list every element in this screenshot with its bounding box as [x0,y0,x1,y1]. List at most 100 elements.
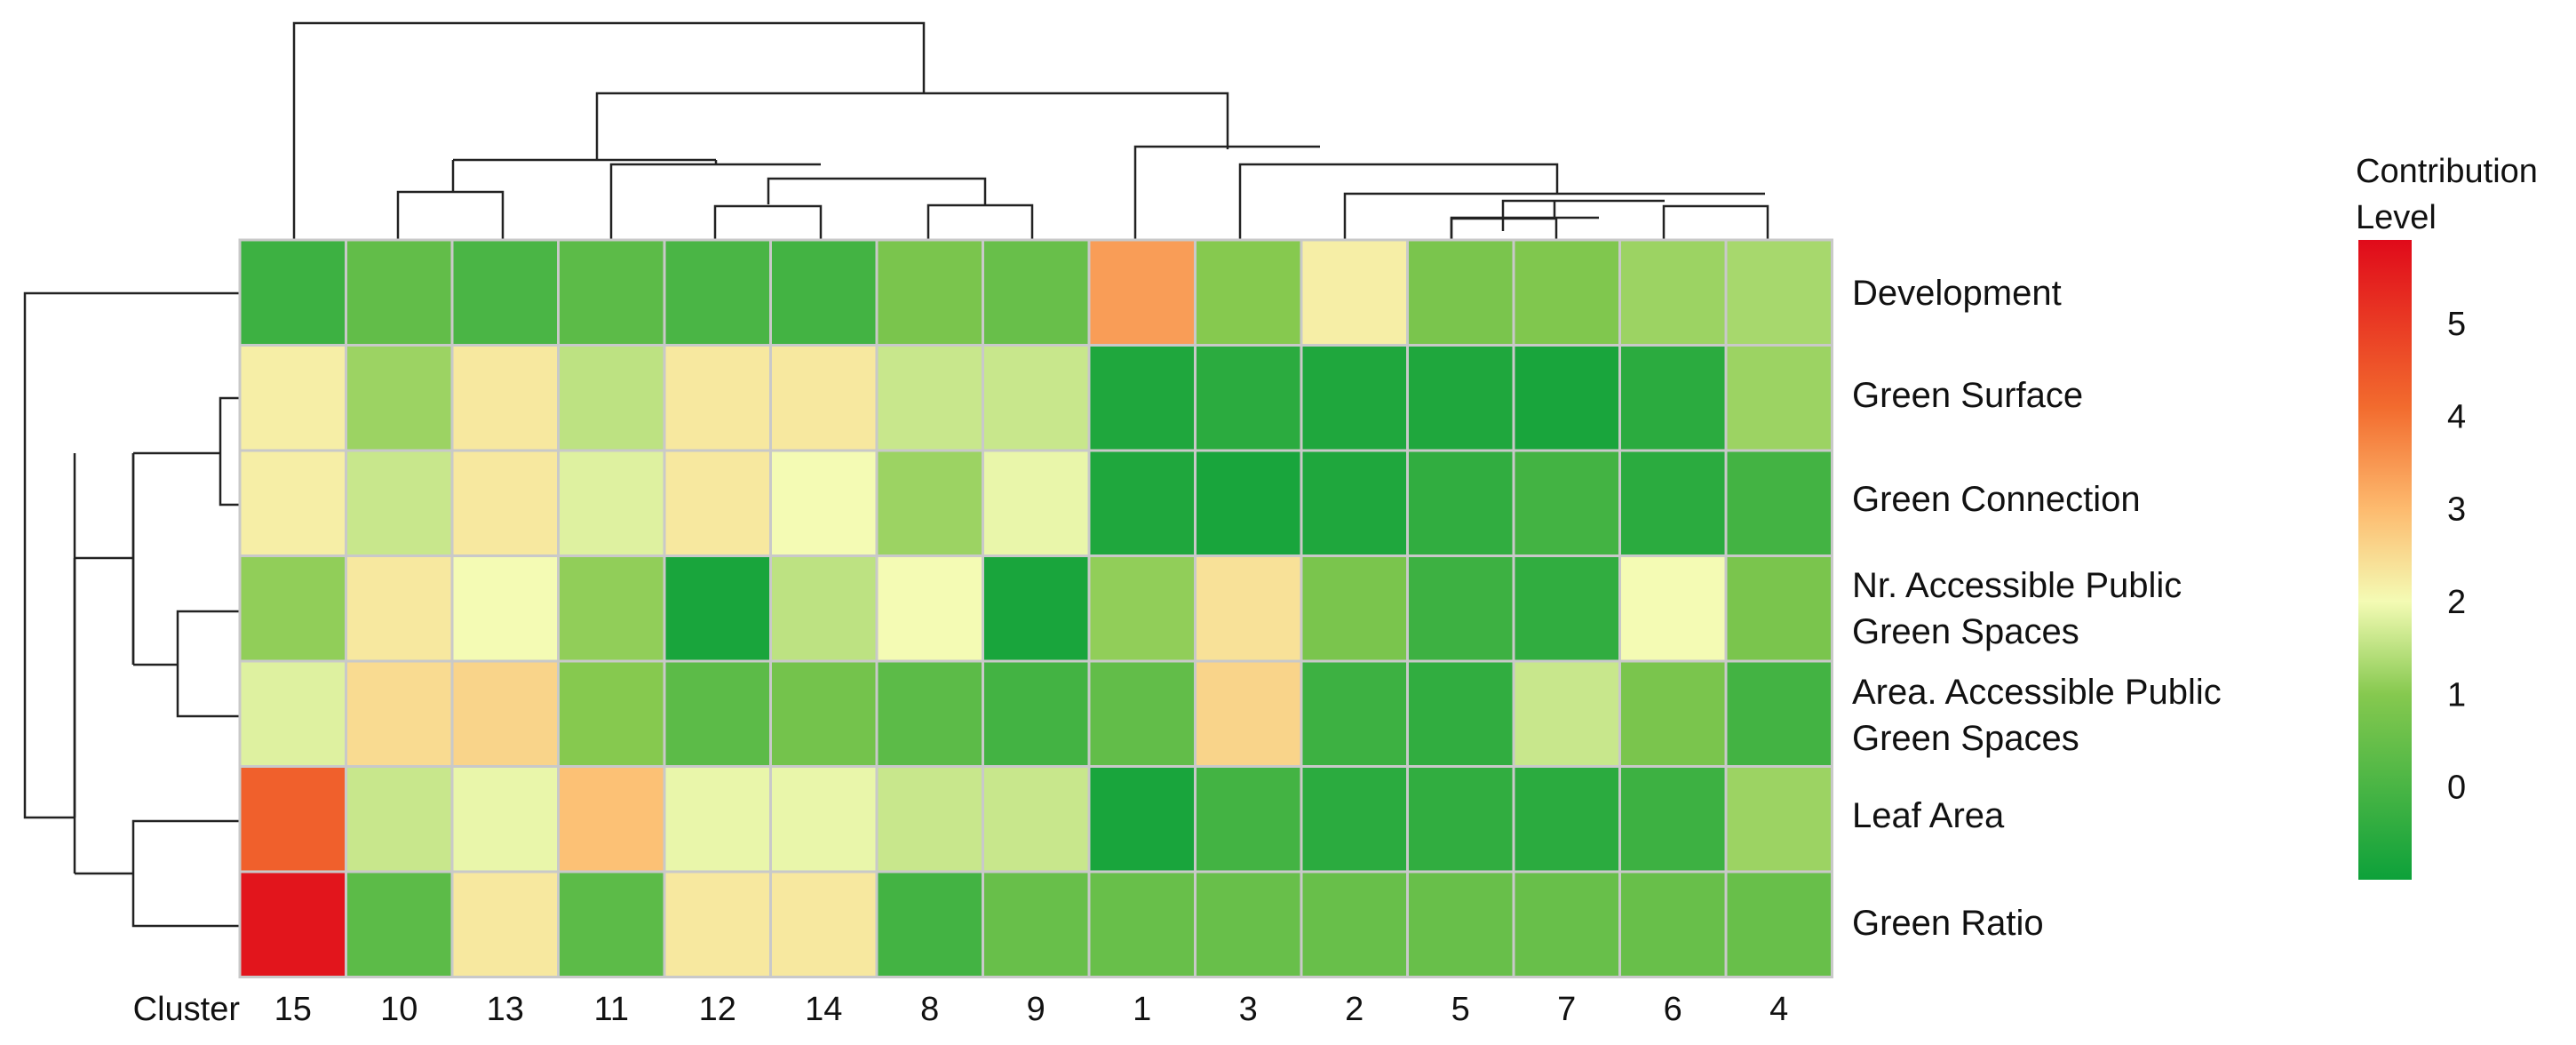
heatmap-cell [345,344,454,452]
heatmap-cell [1087,765,1197,873]
heatmap-cell [1087,659,1197,768]
heatmap-cell [1406,554,1515,663]
heatmap-cell [982,238,1091,347]
legend-color-bar [2358,240,2412,880]
column-axis-prefix: Cluster [133,991,241,1028]
heatmap-cell [982,554,1091,663]
column-label: 1 [1133,991,1151,1028]
heatmap-cell [557,344,666,452]
heatmap-cell [1087,238,1197,347]
heatmap-cell [663,238,772,347]
heatmap-cell [238,659,347,768]
col-dendro-root [292,21,926,240]
column-dendrogram [292,21,1769,240]
col-dendro-left-right [595,92,1229,160]
heatmap-cell [663,554,772,663]
col-dendro-5-7 [1450,217,1558,240]
heatmap-cell [982,659,1091,768]
column-label: 13 [487,991,524,1028]
heatmap-cell [450,554,560,663]
row-dendro-joins [73,453,135,873]
heatmap-cell [1300,238,1409,347]
heatmap-cell [1194,870,1303,978]
heatmap-cell [1406,449,1515,557]
heatmap-cell [1087,344,1197,452]
heatmap-cell [875,870,984,978]
row-label-nr-accessible-line1: Nr. Accessible Public [1852,566,2182,605]
heatmap-cell [345,238,454,347]
heatmap-cell [875,659,984,768]
heatmap-cell [450,870,560,978]
col-dendro-5-rest [1450,216,1599,240]
heatmap-cell [238,344,347,452]
heatmap-cell [1087,449,1197,557]
heatmap-cell [1618,554,1728,663]
row-dendro-root [23,291,240,819]
heatmap-cell [238,238,347,347]
heatmap-cell [557,449,666,557]
legend-tick-label: 5 [2447,306,2466,343]
heatmap-cell [663,449,772,557]
heatmap-cell [345,449,454,557]
heatmap-cell [450,659,560,768]
heatmap-cell [1618,449,1728,557]
heatmap-cell [875,765,984,873]
heatmap-cell [1512,344,1621,452]
row-label-area-accessible-line1: Area. Accessible Public [1852,673,2222,712]
heatmap-cell [1618,659,1728,768]
heatmap-cell [769,765,879,873]
column-label: 9 [1027,991,1046,1028]
heatmap-cell [238,765,347,873]
heatmap-cell [1300,765,1409,873]
column-label: 8 [920,991,939,1028]
heatmap-cell [1512,449,1621,557]
heatmap-cell [345,765,454,873]
column-label: 14 [805,991,842,1028]
heatmap-cell [1512,238,1621,347]
heatmap-cell [1724,554,1833,663]
row-label-area-accessible-line2: Green Spaces [1852,719,2079,758]
heatmap-cell [875,238,984,347]
column-label: 6 [1664,991,1682,1028]
legend-tick-label: 1 [2447,676,2466,714]
legend-title-line1: Contribution [2356,153,2538,190]
heatmap-cell [1724,238,1833,347]
heatmap-cell [1194,238,1303,347]
heatmap-cell [345,870,454,978]
legend-tick-label: 2 [2447,584,2466,621]
heatmap-cell [663,344,772,452]
heatmap-cell [450,344,560,452]
row-dendro-accessible [133,610,240,718]
col-dendro-3-rest [1238,163,1559,240]
heatmap-cell [450,238,560,347]
heatmap-cell [1194,554,1303,663]
heatmap-cell [1724,765,1833,873]
column-label: 2 [1345,991,1364,1028]
heatmap-cell [557,765,666,873]
heatmap-cell [1512,659,1621,768]
heatmap-cells [238,238,1833,978]
heatmap-cell [875,554,984,663]
heatmap-cell [1618,870,1728,978]
heatmap-cell [769,870,879,978]
heatmap-cell [875,344,984,452]
heatmap-cell [1300,449,1409,557]
heatmap-cell [1406,765,1515,873]
heatmap-cell [557,554,666,663]
column-label: 15 [274,991,312,1028]
heatmap-cell [663,765,772,873]
heatmap-cell [1300,870,1409,978]
heatmap-cell [663,659,772,768]
col-dendro-11-group [609,160,821,240]
column-label: 5 [1451,991,1470,1028]
heatmap-cell [238,870,347,978]
heatmap-cell [1618,765,1728,873]
heatmap-cell [769,449,879,557]
row-label-development: Development [1852,274,2062,313]
heatmap-cell [982,449,1091,557]
column-label: 10 [380,991,417,1028]
heatmap-cell [1194,659,1303,768]
legend-title-line2: Level [2356,199,2437,236]
row-label-leaf-area: Leaf Area [1852,796,2005,835]
